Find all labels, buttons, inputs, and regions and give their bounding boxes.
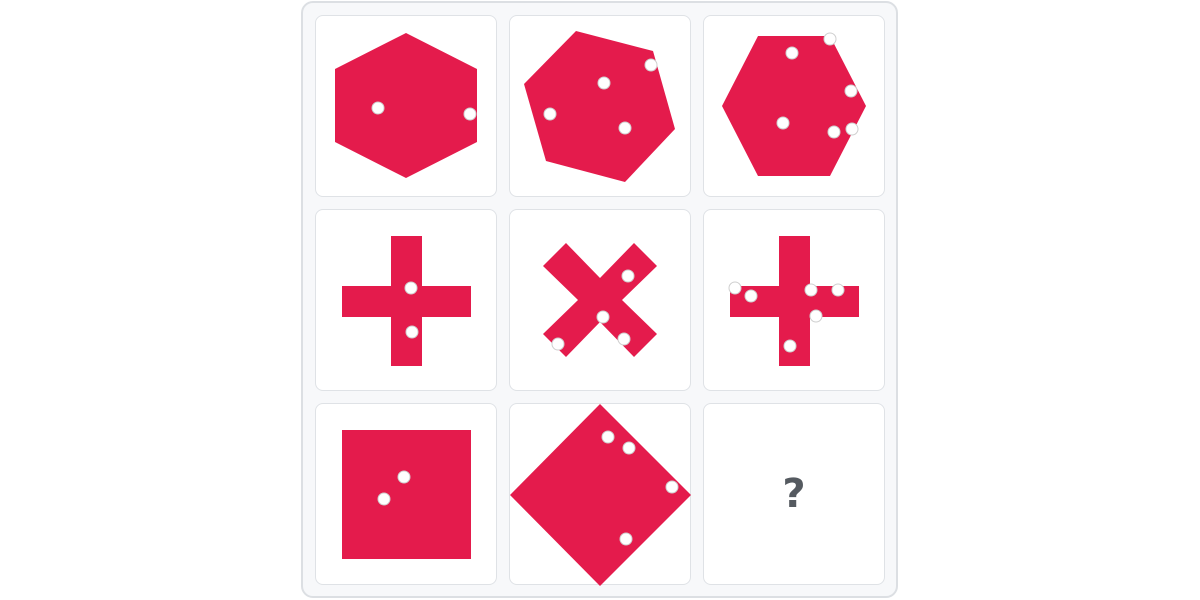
plus-shape [728,236,859,366]
dot [809,309,823,323]
dot [785,46,799,60]
plus [730,236,859,366]
hexagon-shape [335,33,477,178]
dot [543,107,557,121]
cell-r2-c1[interactable] [315,209,497,391]
rotated-hexagon [524,31,675,182]
x-cross-shape [543,243,657,357]
dot [831,283,845,297]
hexagon [335,33,477,178]
dot [397,470,411,484]
dot [776,116,790,130]
dot [823,32,837,46]
dot [644,58,658,72]
dot [619,532,633,546]
dot [621,269,635,283]
dot [371,101,385,115]
square [342,430,471,559]
cell-r1-c2[interactable] [509,15,691,197]
dot [665,480,679,494]
dot [827,125,841,139]
dot [783,339,797,353]
cell-r2-c2[interactable] [509,209,691,391]
cell-r3-c1[interactable] [315,403,497,585]
pointy-hexagon [722,36,866,176]
cell-r1-c1[interactable] [315,15,497,197]
dot [618,121,632,135]
dot [804,283,818,297]
cell-r2-c3[interactable] [703,209,885,391]
cell-r3-c2[interactable] [509,403,691,586]
square-shape [342,430,471,559]
puzzle-grid: ? [301,1,898,598]
dot [617,332,631,346]
plus [342,236,471,366]
dot [405,325,419,339]
diamond [510,404,691,586]
rotated-hexagon-shape [524,31,675,182]
dot [551,337,565,351]
question-mark: ? [782,471,806,517]
cell-r1-c3[interactable] [703,15,885,197]
dot [844,84,858,98]
dot [597,76,611,90]
dot [596,310,610,324]
dot [728,281,742,295]
dot [845,122,859,136]
diamond-shape [510,404,691,586]
dot [744,289,758,303]
pointy-hexagon-shape [722,32,866,176]
dot [404,281,418,295]
answer-cell[interactable]: ? [703,403,885,585]
plus-shape [342,236,471,366]
dot [622,441,636,455]
dot [601,430,615,444]
dot [377,492,391,506]
dot [463,107,477,121]
